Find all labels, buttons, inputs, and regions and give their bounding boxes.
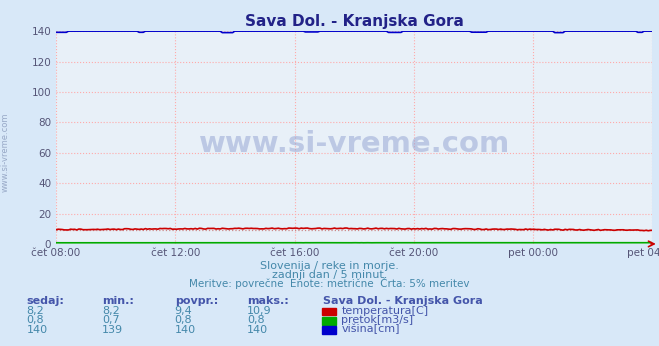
Text: maks.:: maks.: <box>247 297 289 307</box>
Text: 140: 140 <box>26 325 47 335</box>
Text: 8,2: 8,2 <box>26 306 44 316</box>
Text: 9,4: 9,4 <box>175 306 192 316</box>
Text: temperatura[C]: temperatura[C] <box>341 306 428 316</box>
Text: zadnji dan / 5 minut.: zadnji dan / 5 minut. <box>272 270 387 280</box>
Text: 0,8: 0,8 <box>175 315 192 325</box>
Text: pretok[m3/s]: pretok[m3/s] <box>341 315 413 325</box>
Text: www.si-vreme.com: www.si-vreme.com <box>198 130 510 158</box>
Text: 8,2: 8,2 <box>102 306 120 316</box>
Text: višina[cm]: višina[cm] <box>341 324 400 335</box>
Text: 0,8: 0,8 <box>26 315 44 325</box>
Title: Sava Dol. - Kranjska Gora: Sava Dol. - Kranjska Gora <box>244 13 464 29</box>
Text: Sava Dol. - Kranjska Gora: Sava Dol. - Kranjska Gora <box>323 297 482 307</box>
Text: Meritve: povrečne  Enote: metrične  Črta: 5% meritev: Meritve: povrečne Enote: metrične Črta: … <box>189 277 470 289</box>
Text: 10,9: 10,9 <box>247 306 272 316</box>
Text: min.:: min.: <box>102 297 134 307</box>
Text: povpr.:: povpr.: <box>175 297 218 307</box>
Text: 139: 139 <box>102 325 123 335</box>
Text: www.si-vreme.com: www.si-vreme.com <box>1 112 10 192</box>
Text: sedaj:: sedaj: <box>26 297 64 307</box>
Text: 140: 140 <box>175 325 196 335</box>
Text: 0,8: 0,8 <box>247 315 265 325</box>
Text: 140: 140 <box>247 325 268 335</box>
Text: Slovenija / reke in morje.: Slovenija / reke in morje. <box>260 261 399 271</box>
Text: 0,7: 0,7 <box>102 315 120 325</box>
